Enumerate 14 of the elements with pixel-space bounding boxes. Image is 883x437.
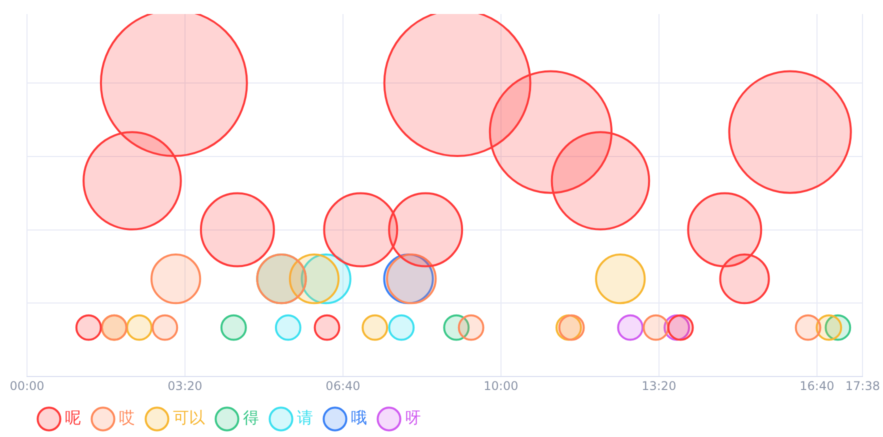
x-tick-label: 00:00 [10,378,44,393]
legend-label: 哎 [119,408,135,428]
legend-label: 哦 [351,408,367,428]
legend-label: 可以 [173,408,205,428]
x-tick-label: 16:40 [800,378,834,393]
legend-label: 得 [243,408,259,428]
x-tick-label: 10:00 [484,378,518,393]
x-tick-label: 17:38 [845,378,880,393]
x-tick-label: 06:40 [326,378,360,393]
legend-label: 请 [297,408,313,428]
legend-label: 呀 [405,408,421,428]
x-tick-label: 13:20 [642,378,676,393]
x-tick-label: 03:20 [168,378,202,393]
legend-label: 呢 [65,408,81,428]
